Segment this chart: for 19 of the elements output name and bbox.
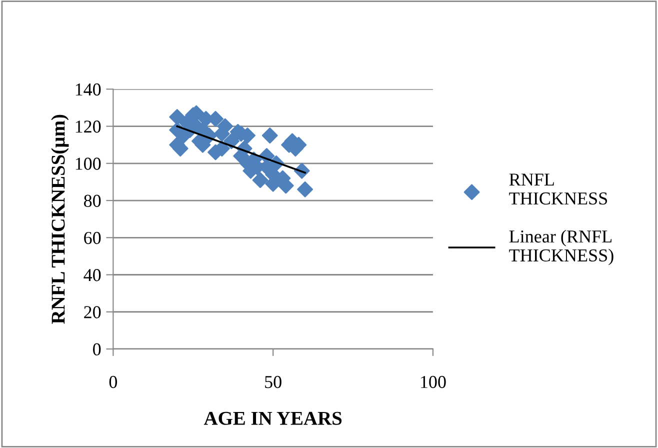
- y-tick-label: 0: [93, 343, 101, 356]
- legend-label: RNFL THICKNESS: [509, 174, 607, 205]
- x-tick-label: 50: [265, 376, 282, 388]
- point: [262, 128, 278, 144]
- y-tick-label: 40: [84, 269, 101, 282]
- point: [297, 181, 314, 198]
- x-axis-title: AGE IN YEARS: [204, 412, 342, 425]
- y-tick-label: 140: [76, 83, 101, 96]
- y-tick-label: 120: [76, 120, 101, 133]
- y-axis-title: RNFL THICKNESS(µm): [51, 114, 69, 324]
- y-tick-label: 60: [84, 232, 101, 244]
- legend-label: Linear (RNFL THICKNESS): [509, 230, 614, 266]
- point: [252, 172, 268, 188]
- point: [169, 109, 186, 125]
- y-tick-label: 100: [76, 158, 101, 170]
- y-tick-label: 20: [84, 306, 101, 318]
- x-tick-label: 100: [421, 376, 446, 388]
- x-tick-label: 0: [109, 376, 117, 388]
- y-tick-label: 80: [84, 194, 101, 207]
